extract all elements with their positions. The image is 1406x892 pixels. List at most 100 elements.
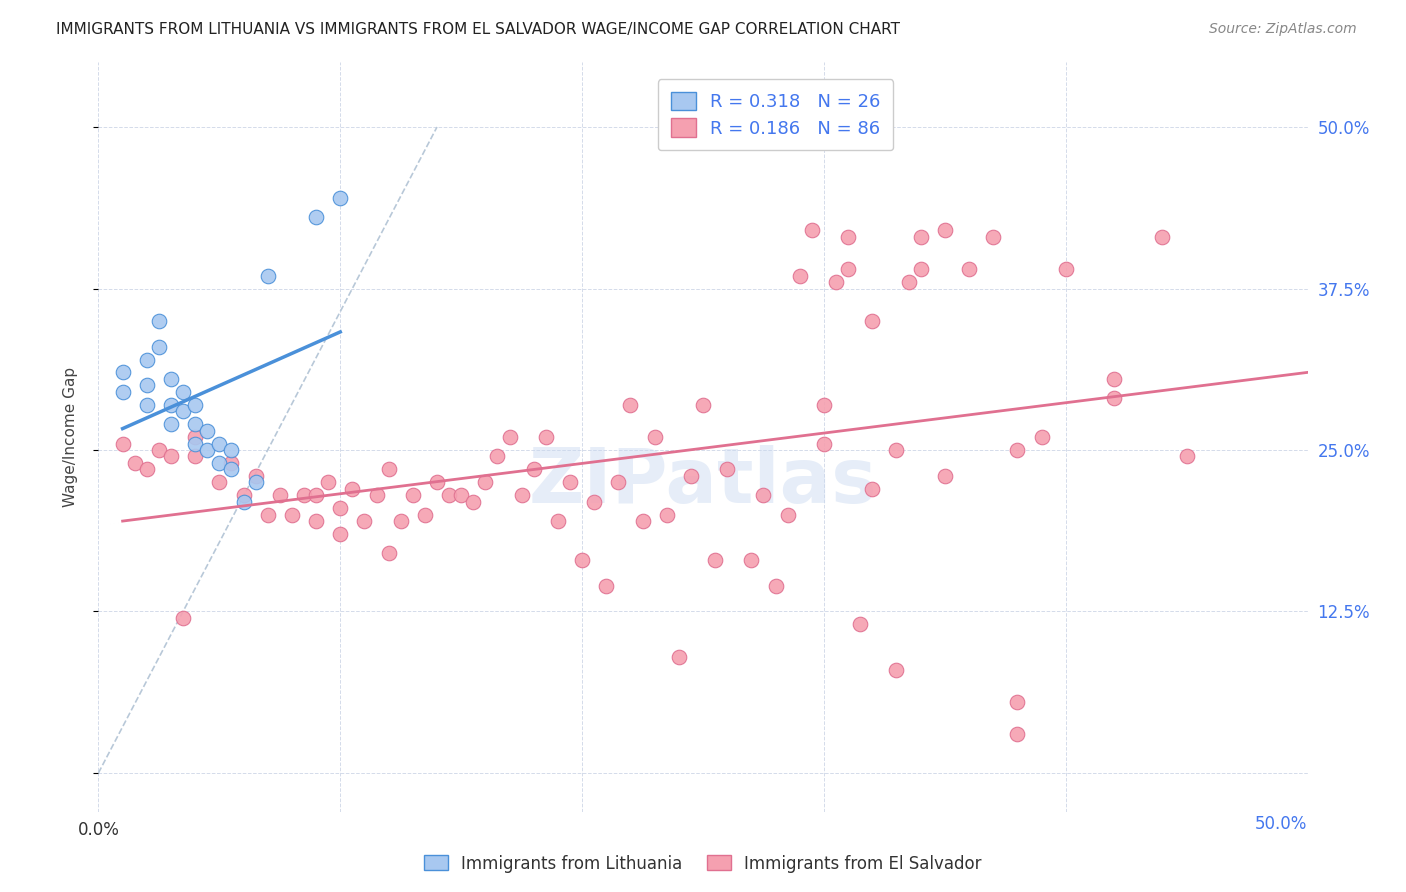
- Point: [221, 442, 243, 457]
- Point: [160, 372, 183, 386]
- Point: [426, 475, 449, 490]
- Point: [860, 314, 883, 328]
- Point: [208, 456, 231, 470]
- Point: [413, 508, 436, 522]
- Point: [160, 417, 183, 432]
- Point: [135, 352, 157, 367]
- Point: [208, 475, 231, 490]
- Text: ZIPatlas: ZIPatlas: [529, 445, 877, 519]
- Point: [765, 579, 787, 593]
- Point: [897, 275, 920, 289]
- Point: [860, 482, 883, 496]
- Point: [148, 442, 170, 457]
- Point: [329, 527, 352, 541]
- Point: [789, 268, 811, 283]
- Point: [655, 508, 678, 522]
- Point: [329, 191, 352, 205]
- Point: [981, 230, 1004, 244]
- Point: [281, 508, 304, 522]
- Point: [631, 514, 654, 528]
- Point: [547, 514, 569, 528]
- Point: [305, 514, 328, 528]
- Point: [111, 436, 134, 450]
- Point: [776, 508, 799, 522]
- Point: [111, 366, 134, 380]
- Point: [160, 450, 183, 464]
- Point: [389, 514, 412, 528]
- Point: [498, 430, 520, 444]
- Point: [195, 424, 218, 438]
- Point: [353, 514, 375, 528]
- Point: [607, 475, 630, 490]
- Text: 50.0%: 50.0%: [1256, 815, 1308, 833]
- Point: [934, 223, 956, 237]
- Point: [450, 488, 472, 502]
- Point: [837, 262, 859, 277]
- Point: [595, 579, 617, 593]
- Point: [269, 488, 291, 502]
- Point: [148, 314, 170, 328]
- Point: [644, 430, 666, 444]
- Point: [124, 456, 146, 470]
- Point: [184, 417, 207, 432]
- Point: [135, 378, 157, 392]
- Point: [305, 488, 328, 502]
- Point: [571, 553, 593, 567]
- Point: [1031, 430, 1053, 444]
- Point: [1007, 442, 1029, 457]
- Point: [837, 230, 859, 244]
- Point: [825, 275, 848, 289]
- Point: [886, 442, 908, 457]
- Point: [245, 468, 267, 483]
- Point: [704, 553, 727, 567]
- Point: [800, 223, 823, 237]
- Legend: Immigrants from Lithuania, Immigrants from El Salvador: Immigrants from Lithuania, Immigrants fr…: [418, 848, 988, 880]
- Point: [1007, 727, 1029, 741]
- Point: [523, 462, 546, 476]
- Point: [910, 230, 932, 244]
- Point: [534, 430, 557, 444]
- Point: [740, 553, 762, 567]
- Point: [510, 488, 533, 502]
- Point: [111, 384, 134, 399]
- Point: [184, 398, 207, 412]
- Point: [1007, 695, 1029, 709]
- Point: [329, 501, 352, 516]
- Point: [486, 450, 509, 464]
- Point: [619, 398, 641, 412]
- Point: [716, 462, 738, 476]
- Point: [813, 436, 835, 450]
- Point: [172, 404, 194, 418]
- Point: [245, 475, 267, 490]
- Point: [583, 494, 606, 508]
- Point: [292, 488, 315, 502]
- Point: [184, 450, 207, 464]
- Y-axis label: Wage/Income Gap: Wage/Income Gap: [63, 367, 77, 508]
- Point: [184, 430, 207, 444]
- Point: [910, 262, 932, 277]
- Point: [1152, 230, 1174, 244]
- Point: [135, 462, 157, 476]
- Point: [558, 475, 581, 490]
- Point: [1054, 262, 1077, 277]
- Point: [172, 384, 194, 399]
- Point: [172, 611, 194, 625]
- Point: [474, 475, 496, 490]
- Point: [256, 508, 278, 522]
- Point: [184, 436, 207, 450]
- Point: [849, 617, 872, 632]
- Point: [692, 398, 714, 412]
- Point: [377, 462, 399, 476]
- Point: [148, 340, 170, 354]
- Point: [305, 211, 328, 225]
- Point: [957, 262, 980, 277]
- Point: [232, 494, 254, 508]
- Legend: R = 0.318   N = 26, R = 0.186   N = 86: R = 0.318 N = 26, R = 0.186 N = 86: [658, 79, 893, 150]
- Point: [232, 488, 254, 502]
- Point: [221, 456, 243, 470]
- Point: [208, 436, 231, 450]
- Point: [437, 488, 460, 502]
- Point: [813, 398, 835, 412]
- Point: [135, 398, 157, 412]
- Text: IMMIGRANTS FROM LITHUANIA VS IMMIGRANTS FROM EL SALVADOR WAGE/INCOME GAP CORRELA: IMMIGRANTS FROM LITHUANIA VS IMMIGRANTS …: [56, 22, 900, 37]
